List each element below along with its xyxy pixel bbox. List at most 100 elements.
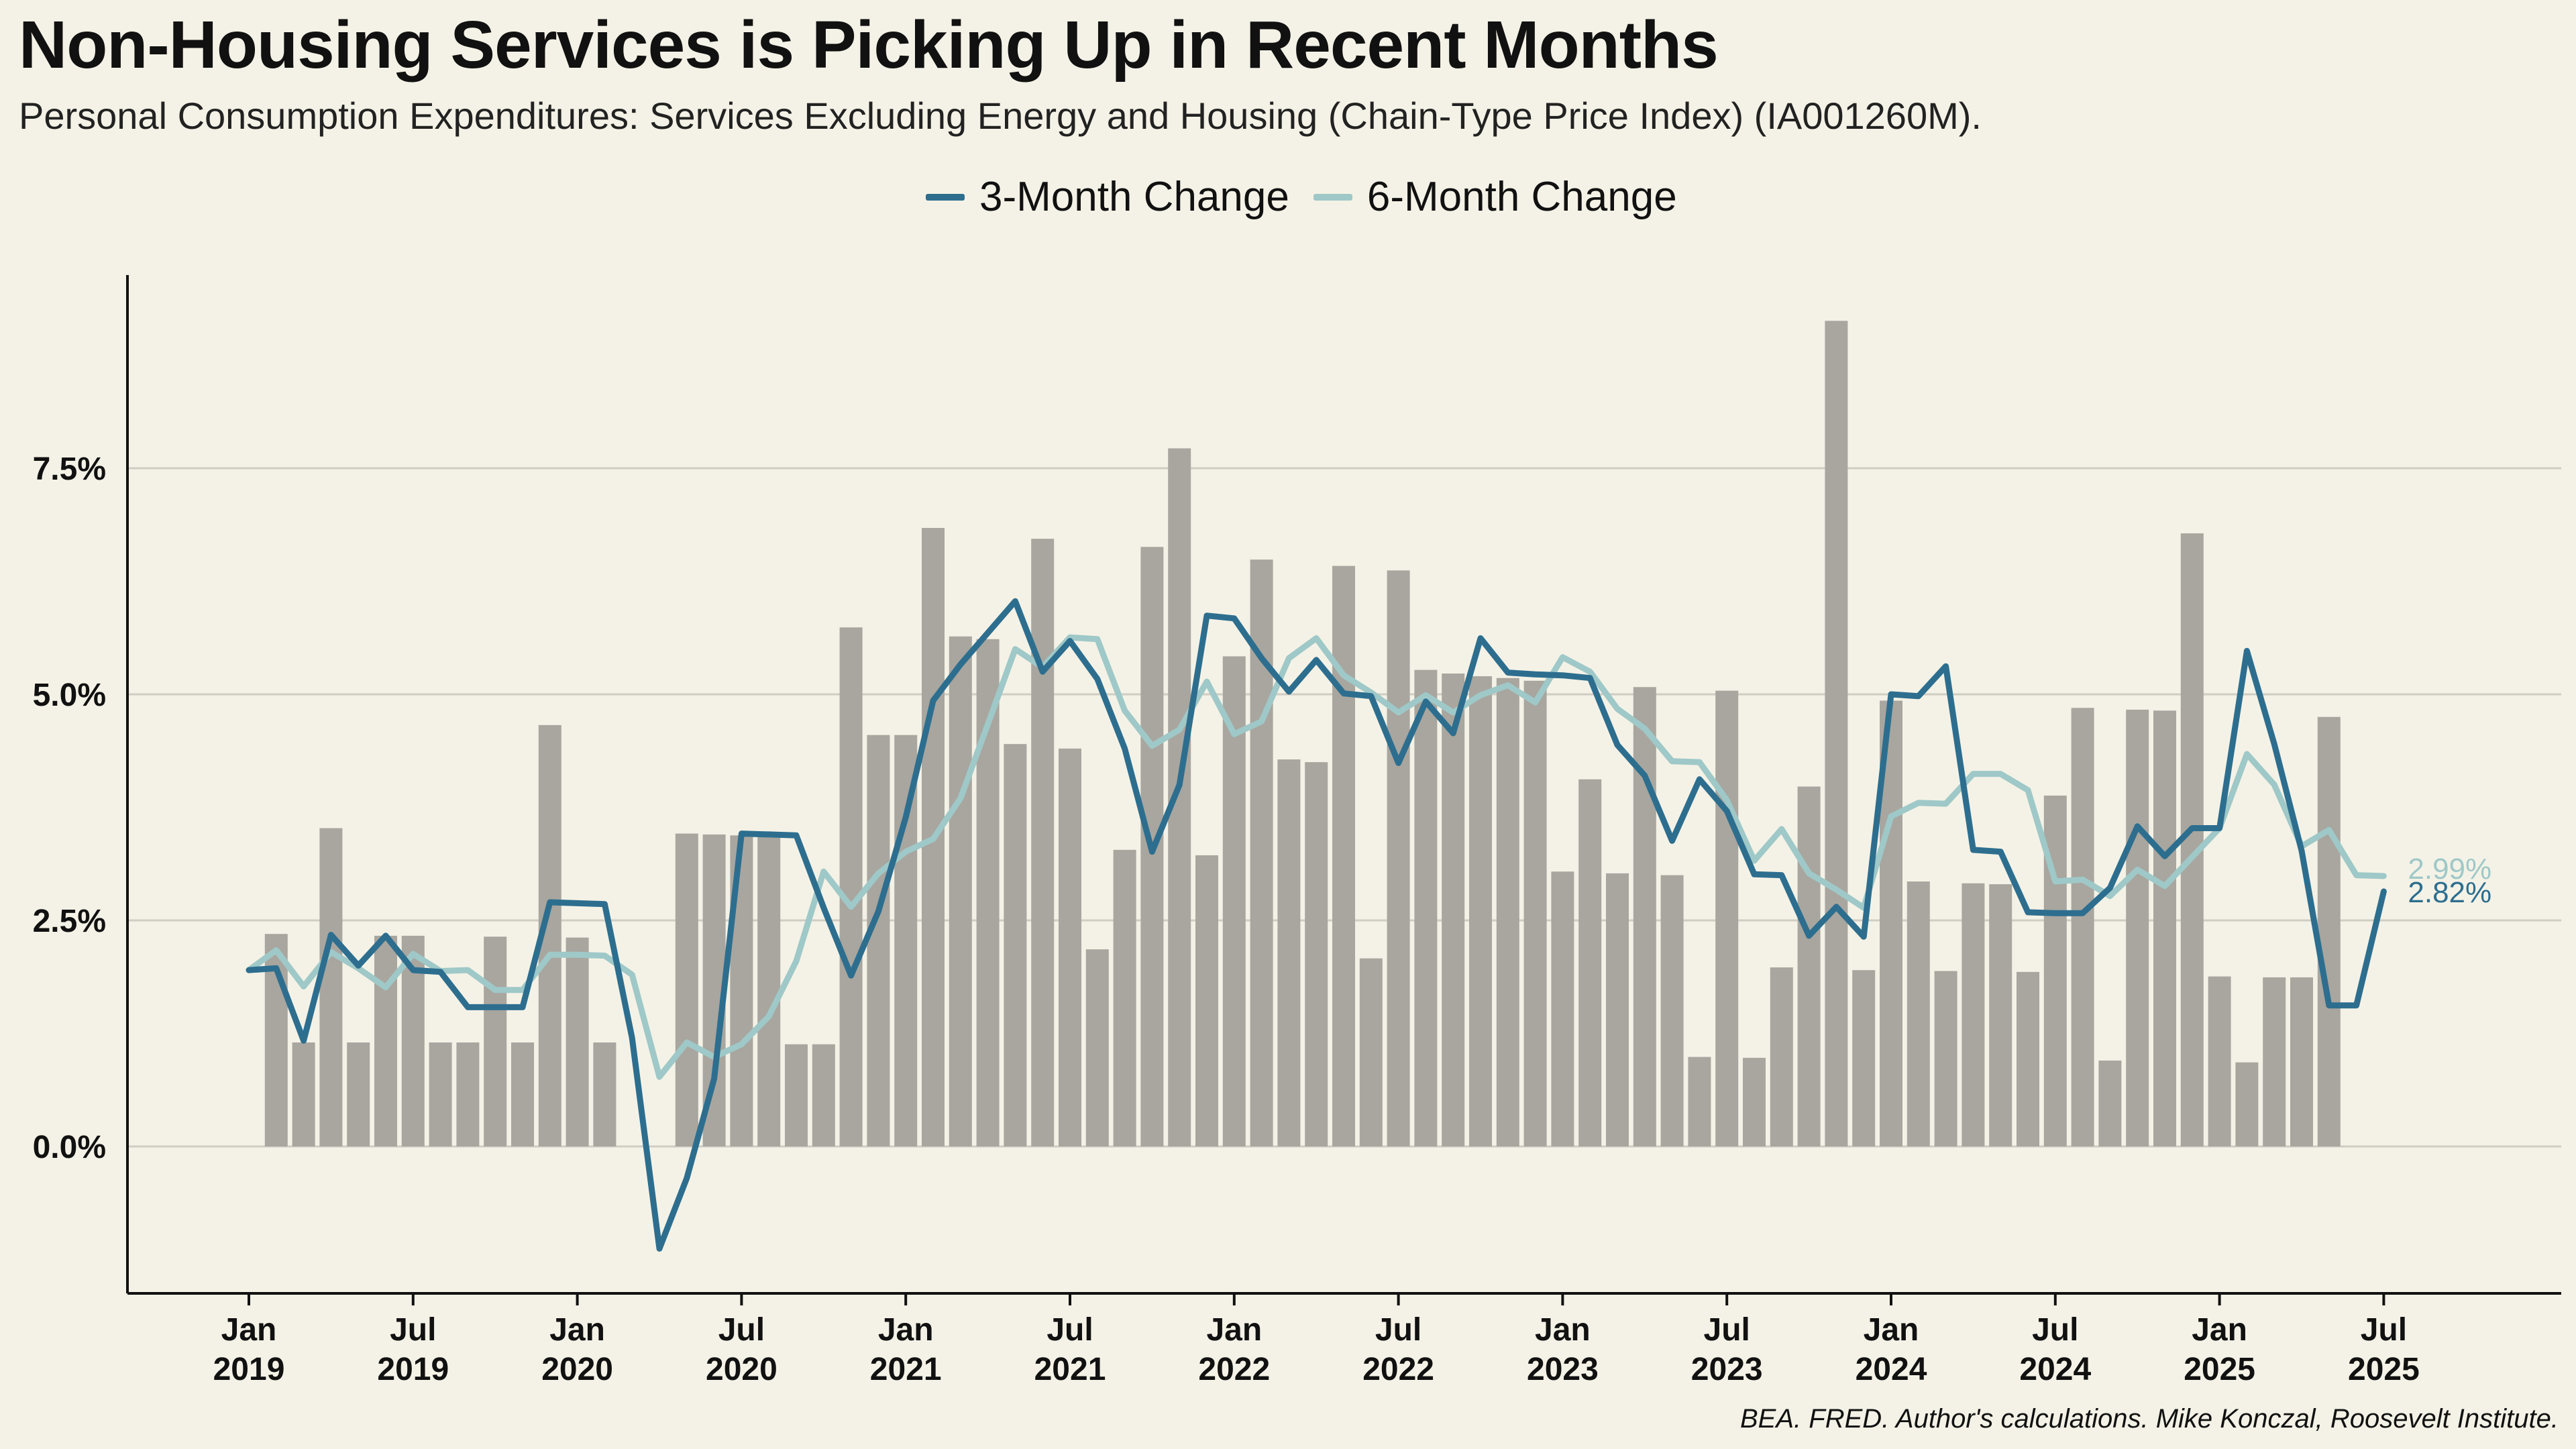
bar [292, 1042, 315, 1146]
bar [1222, 656, 1246, 1146]
x-tick-label-month: Jan [1206, 1312, 1262, 1348]
bar [2071, 708, 2094, 1146]
bar [2263, 977, 2286, 1146]
bar [1633, 687, 1656, 1146]
legend-item-6-month: 6-Month Change [1313, 173, 1677, 221]
x-tick-label-year: 2025 [2348, 1352, 2420, 1387]
bar [1195, 855, 1218, 1146]
bar [1442, 673, 1465, 1146]
legend-swatch-3-month [926, 193, 965, 201]
x-tick-label-year: 2019 [213, 1352, 285, 1387]
bar [319, 828, 343, 1146]
bar [1743, 1057, 1766, 1146]
end-label-6-month: 2.99% [2408, 853, 2491, 885]
bar [456, 1042, 480, 1146]
bar [894, 735, 918, 1146]
axes [126, 275, 2561, 1305]
bar [1332, 566, 1355, 1146]
x-tick-label-year: 2020 [541, 1352, 613, 1387]
y-tick-label: 0.0% [33, 1130, 106, 1165]
bar [484, 936, 507, 1146]
y-tick-label: 7.5% [33, 451, 106, 487]
bar [1606, 873, 1629, 1146]
bar [2017, 971, 2039, 1146]
bar [839, 627, 863, 1146]
bar [1387, 570, 1410, 1146]
bar [1907, 881, 1930, 1146]
bar [1277, 759, 1301, 1146]
bar [429, 1042, 452, 1146]
bar [374, 935, 397, 1146]
bar [675, 833, 698, 1146]
bar [1715, 690, 1739, 1146]
x-tick-label-year: 2023 [1527, 1352, 1599, 1387]
bar [1825, 321, 1848, 1146]
bar [1551, 871, 1574, 1146]
chart-subtitle: Personal Consumption Expenditures: Servi… [19, 95, 1982, 137]
x-tick-label-month: Jul [1704, 1312, 1750, 1348]
bars [264, 321, 2341, 1146]
x-tick-label-month: Jan [1535, 1312, 1591, 1348]
bar [1934, 971, 1957, 1146]
x-tick-label-year: 2022 [1362, 1352, 1434, 1387]
bar [1989, 884, 2012, 1146]
bar [593, 1042, 616, 1146]
bar [785, 1044, 808, 1146]
end-label-3-month: 2.82% [2408, 876, 2491, 909]
legend-item-3-month: 3-Month Change [926, 173, 1289, 221]
x-tick-label-month: Jul [1046, 1312, 1093, 1348]
bar [1113, 849, 1136, 1146]
bar [1414, 669, 1438, 1146]
y-tick-label: 2.5% [33, 904, 106, 939]
x-tick-label-month: Jan [221, 1312, 277, 1348]
bar [1770, 967, 1793, 1146]
x-tick-label-month: Jan [549, 1312, 605, 1348]
x-tick-label-month: Jul [2032, 1312, 2078, 1348]
x-tick-label-year: 2021 [1034, 1352, 1106, 1387]
series-line-6-month [246, 634, 2387, 1080]
y-tick-label: 5.0% [33, 678, 106, 713]
bar [1797, 786, 1821, 1146]
bar [1852, 970, 1876, 1146]
x-tick-label-year: 2019 [377, 1352, 449, 1387]
x-tick-label-month: Jan [1864, 1312, 1919, 1348]
bar [1085, 949, 1109, 1146]
bar [566, 937, 589, 1146]
bar [757, 836, 781, 1146]
x-tick-label-year: 2024 [1856, 1352, 1927, 1387]
x-tick-label-month: Jul [718, 1312, 765, 1348]
bar [2153, 710, 2176, 1146]
legend-label-6-month: 6-Month Change [1366, 174, 1677, 220]
x-tick-label-year: 2024 [2019, 1352, 2091, 1387]
x-tick-label-month: Jan [878, 1312, 934, 1348]
source-note: BEA. FRED. Author's calculations. Mike K… [1740, 1404, 2559, 1434]
bar [1359, 958, 1383, 1146]
bar [2208, 976, 2231, 1146]
bar [1469, 676, 1492, 1146]
series-lines: 2.99%2.82% [246, 598, 2491, 1252]
bar [2126, 709, 2149, 1146]
bar [1660, 875, 1684, 1146]
bar [2290, 977, 2313, 1146]
bar [867, 735, 890, 1146]
bar [1305, 762, 1328, 1146]
bar [1688, 1057, 1711, 1146]
bar [1059, 748, 1081, 1146]
x-tick-label-year: 2022 [1198, 1352, 1270, 1387]
x-tick-label-year: 2021 [870, 1352, 942, 1387]
bar [1496, 678, 1519, 1146]
x-tick-label-year: 2023 [1691, 1352, 1763, 1387]
x-tick-label-month: Jul [2361, 1312, 2407, 1348]
bar [511, 1042, 534, 1146]
x-tick-label-year: 2025 [2184, 1352, 2255, 1387]
bar [1578, 779, 1602, 1146]
bar [1523, 680, 1547, 1146]
bar [2235, 1062, 2259, 1146]
bar [1004, 744, 1027, 1146]
tick-labels: 0.0% 2.5% 5.0% 7.5% Jan 2019 Jul 2019 Jan 2020 Jul… [33, 451, 2420, 1387]
x-tick-label-month: Jan [2192, 1312, 2247, 1348]
bar [2098, 1060, 2122, 1146]
legend-swatch-6-month [1313, 193, 1352, 201]
bar [347, 1042, 370, 1146]
bar [812, 1044, 835, 1146]
